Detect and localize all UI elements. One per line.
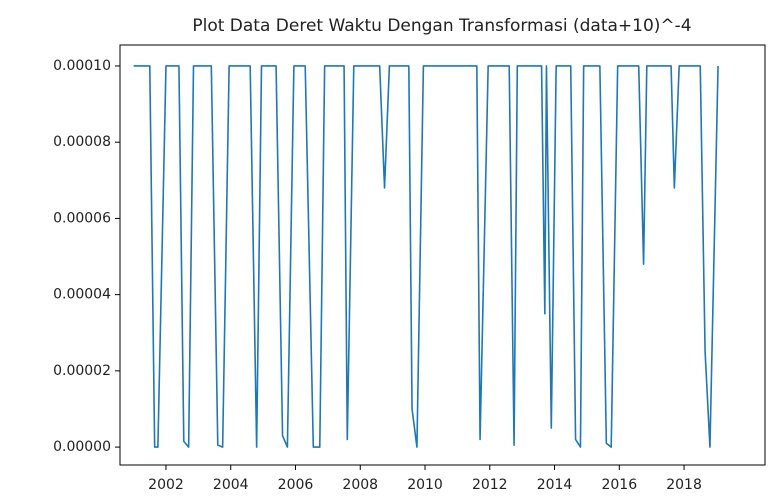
chart-title: Plot Data Deret Waktu Dengan Transformas… <box>192 16 691 36</box>
x-tick-label: 2006 <box>278 477 314 493</box>
y-tick-label: 0.00008 <box>53 134 111 150</box>
x-tick-label: 2004 <box>213 477 249 493</box>
y-tick-label: 0.00004 <box>53 287 111 303</box>
x-tick-label: 2016 <box>601 477 637 493</box>
y-tick-label: 0.00002 <box>53 363 111 379</box>
x-tick-label: 2008 <box>342 477 378 493</box>
x-tick-label: 2010 <box>407 477 443 493</box>
data-line <box>133 65 719 448</box>
x-tick-label: 2002 <box>148 477 184 493</box>
y-tick-label: 0.00006 <box>53 210 111 226</box>
y-tick-label: 0.00010 <box>53 58 111 74</box>
y-tick-label: 0.00000 <box>53 439 111 455</box>
plot-frame <box>119 44 766 466</box>
x-tick-label: 2018 <box>666 477 702 493</box>
x-tick-label: 2014 <box>537 477 573 493</box>
x-tick-label: 2012 <box>472 477 508 493</box>
